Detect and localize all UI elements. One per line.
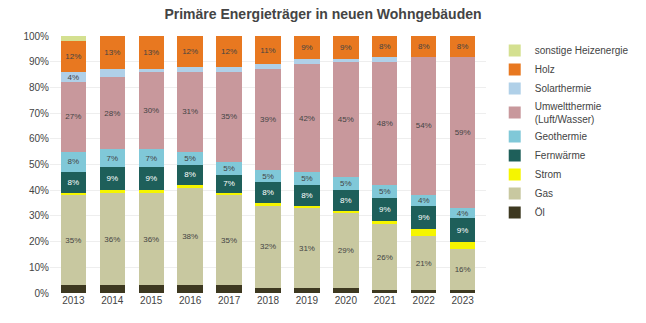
svg-text:32%: 32% [260, 242, 276, 251]
svg-text:8%: 8% [68, 178, 80, 187]
svg-text:12%: 12% [182, 47, 198, 56]
svg-text:2023: 2023 [452, 295, 475, 306]
svg-text:13%: 13% [143, 48, 159, 57]
svg-text:35%: 35% [221, 112, 237, 121]
svg-text:36%: 36% [104, 235, 120, 244]
svg-text:40%: 40% [29, 185, 49, 196]
svg-text:16%: 16% [455, 265, 471, 274]
svg-text:30%: 30% [29, 210, 49, 221]
svg-text:5%: 5% [379, 187, 391, 196]
svg-text:Umweltthermie(Luft/Wasser): Umweltthermie(Luft/Wasser) [535, 101, 602, 125]
svg-text:5%: 5% [262, 172, 274, 181]
svg-text:2016: 2016 [179, 295, 202, 306]
svg-text:5%: 5% [223, 164, 235, 173]
svg-text:10%: 10% [29, 262, 49, 273]
svg-text:9%: 9% [340, 43, 352, 52]
svg-text:12%: 12% [65, 52, 81, 61]
svg-text:Geothermie: Geothermie [535, 131, 588, 142]
svg-text:27%: 27% [65, 112, 81, 121]
svg-text:2019: 2019 [296, 295, 319, 306]
svg-text:38%: 38% [182, 232, 198, 241]
svg-text:50%: 50% [29, 159, 49, 170]
svg-text:7%: 7% [223, 179, 235, 188]
svg-text:9%: 9% [301, 43, 313, 52]
svg-text:Gas: Gas [535, 188, 553, 199]
svg-text:36%: 36% [143, 235, 159, 244]
svg-text:70%: 70% [29, 108, 49, 119]
svg-text:31%: 31% [299, 244, 315, 253]
svg-text:9%: 9% [418, 213, 430, 222]
svg-text:20%: 20% [29, 236, 49, 247]
svg-text:8%: 8% [68, 157, 80, 166]
svg-text:Fernwärme: Fernwärme [535, 150, 586, 161]
svg-text:9%: 9% [379, 205, 391, 214]
svg-text:Solarthermie: Solarthermie [535, 83, 592, 94]
svg-text:8%: 8% [418, 42, 430, 51]
svg-text:2013: 2013 [62, 295, 85, 306]
svg-text:0%: 0% [35, 288, 50, 299]
svg-text:Öl: Öl [535, 207, 545, 218]
svg-text:4%: 4% [68, 73, 80, 82]
svg-text:2022: 2022 [413, 295, 436, 306]
svg-text:2018: 2018 [257, 295, 280, 306]
svg-text:28%: 28% [104, 109, 120, 118]
svg-text:9%: 9% [145, 174, 157, 183]
svg-text:4%: 4% [418, 196, 430, 205]
svg-text:21%: 21% [416, 259, 432, 268]
svg-text:30%: 30% [143, 106, 159, 115]
svg-text:80%: 80% [29, 82, 49, 93]
svg-text:2020: 2020 [335, 295, 358, 306]
svg-text:2017: 2017 [218, 295, 241, 306]
svg-text:100%: 100% [23, 31, 49, 42]
svg-text:7%: 7% [107, 154, 119, 163]
svg-text:2014: 2014 [101, 295, 124, 306]
svg-text:13%: 13% [104, 48, 120, 57]
svg-text:35%: 35% [65, 236, 81, 245]
svg-text:Strom: Strom [535, 169, 562, 180]
svg-text:42%: 42% [299, 114, 315, 123]
svg-text:Primäre Energieträger in neuen: Primäre Energieträger in neuen Wohngebäu… [164, 6, 481, 22]
svg-text:29%: 29% [338, 246, 354, 255]
svg-text:7%: 7% [145, 154, 157, 163]
svg-text:8%: 8% [457, 42, 469, 51]
svg-text:12%: 12% [221, 47, 237, 56]
svg-text:5%: 5% [184, 154, 196, 163]
svg-text:9%: 9% [107, 174, 119, 183]
svg-text:35%: 35% [221, 236, 237, 245]
svg-text:8%: 8% [301, 191, 313, 200]
svg-text:8%: 8% [184, 170, 196, 179]
svg-text:26%: 26% [377, 253, 393, 262]
svg-text:39%: 39% [260, 115, 276, 124]
svg-text:4%: 4% [457, 209, 469, 218]
svg-text:31%: 31% [182, 107, 198, 116]
svg-text:48%: 48% [377, 119, 393, 128]
svg-text:90%: 90% [29, 56, 49, 67]
svg-text:9%: 9% [457, 226, 469, 235]
svg-text:Holz: Holz [535, 64, 555, 75]
svg-text:8%: 8% [262, 188, 274, 197]
svg-text:59%: 59% [455, 128, 471, 137]
svg-text:5%: 5% [340, 179, 352, 188]
svg-text:8%: 8% [379, 42, 391, 51]
svg-text:60%: 60% [29, 133, 49, 144]
svg-text:5%: 5% [301, 174, 313, 183]
svg-text:45%: 45% [338, 115, 354, 124]
svg-text:8%: 8% [340, 196, 352, 205]
svg-text:54%: 54% [416, 121, 432, 130]
svg-text:sonstige Heizenergie: sonstige Heizenergie [535, 45, 629, 56]
svg-text:2015: 2015 [140, 295, 163, 306]
svg-text:2021: 2021 [374, 295, 397, 306]
svg-text:11%: 11% [260, 46, 275, 55]
